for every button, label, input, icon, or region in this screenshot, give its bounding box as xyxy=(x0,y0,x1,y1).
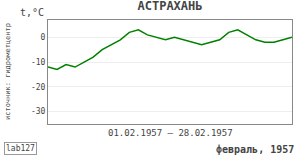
svg-text:источник: гидрометцентр: источник: гидрометцентр xyxy=(4,23,12,120)
svg-text:t,°C: t,°C xyxy=(20,7,44,18)
svg-text:0: 0 xyxy=(41,33,46,42)
svg-text:февраль, 1957: февраль, 1957 xyxy=(216,144,294,155)
svg-text:АСТРАХАНЬ: АСТРАХАНЬ xyxy=(137,0,202,13)
svg-text:-10: -10 xyxy=(31,58,46,67)
svg-text:lab127: lab127 xyxy=(6,144,35,153)
svg-text:-20: -20 xyxy=(31,83,46,92)
svg-text:01.02.1957 – 28.02.1957: 01.02.1957 – 28.02.1957 xyxy=(108,128,233,138)
svg-text:-30: -30 xyxy=(31,107,46,116)
